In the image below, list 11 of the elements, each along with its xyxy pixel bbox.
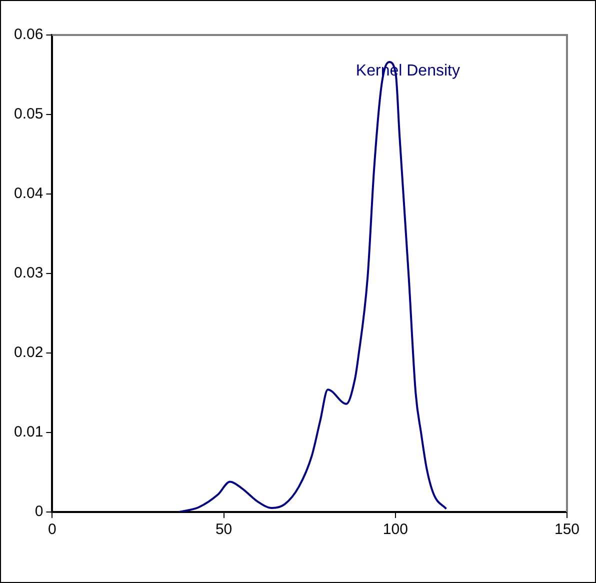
y-tick-label: 0 [34,503,44,520]
y-tick-label: 0.04 [14,185,44,202]
x-tick-label: 100 [382,521,408,538]
y-tick-label: 0.06 [14,26,44,44]
y-tick-label: 0.01 [14,424,44,441]
y-tick-label: 0.05 [14,106,44,123]
x-tick-label: 150 [554,521,580,538]
y-tick-label: 0.03 [14,264,44,282]
x-tick-label: 50 [215,521,232,538]
y-tick-label: 0.02 [14,344,44,362]
x-tick-label: 0 [48,521,56,538]
